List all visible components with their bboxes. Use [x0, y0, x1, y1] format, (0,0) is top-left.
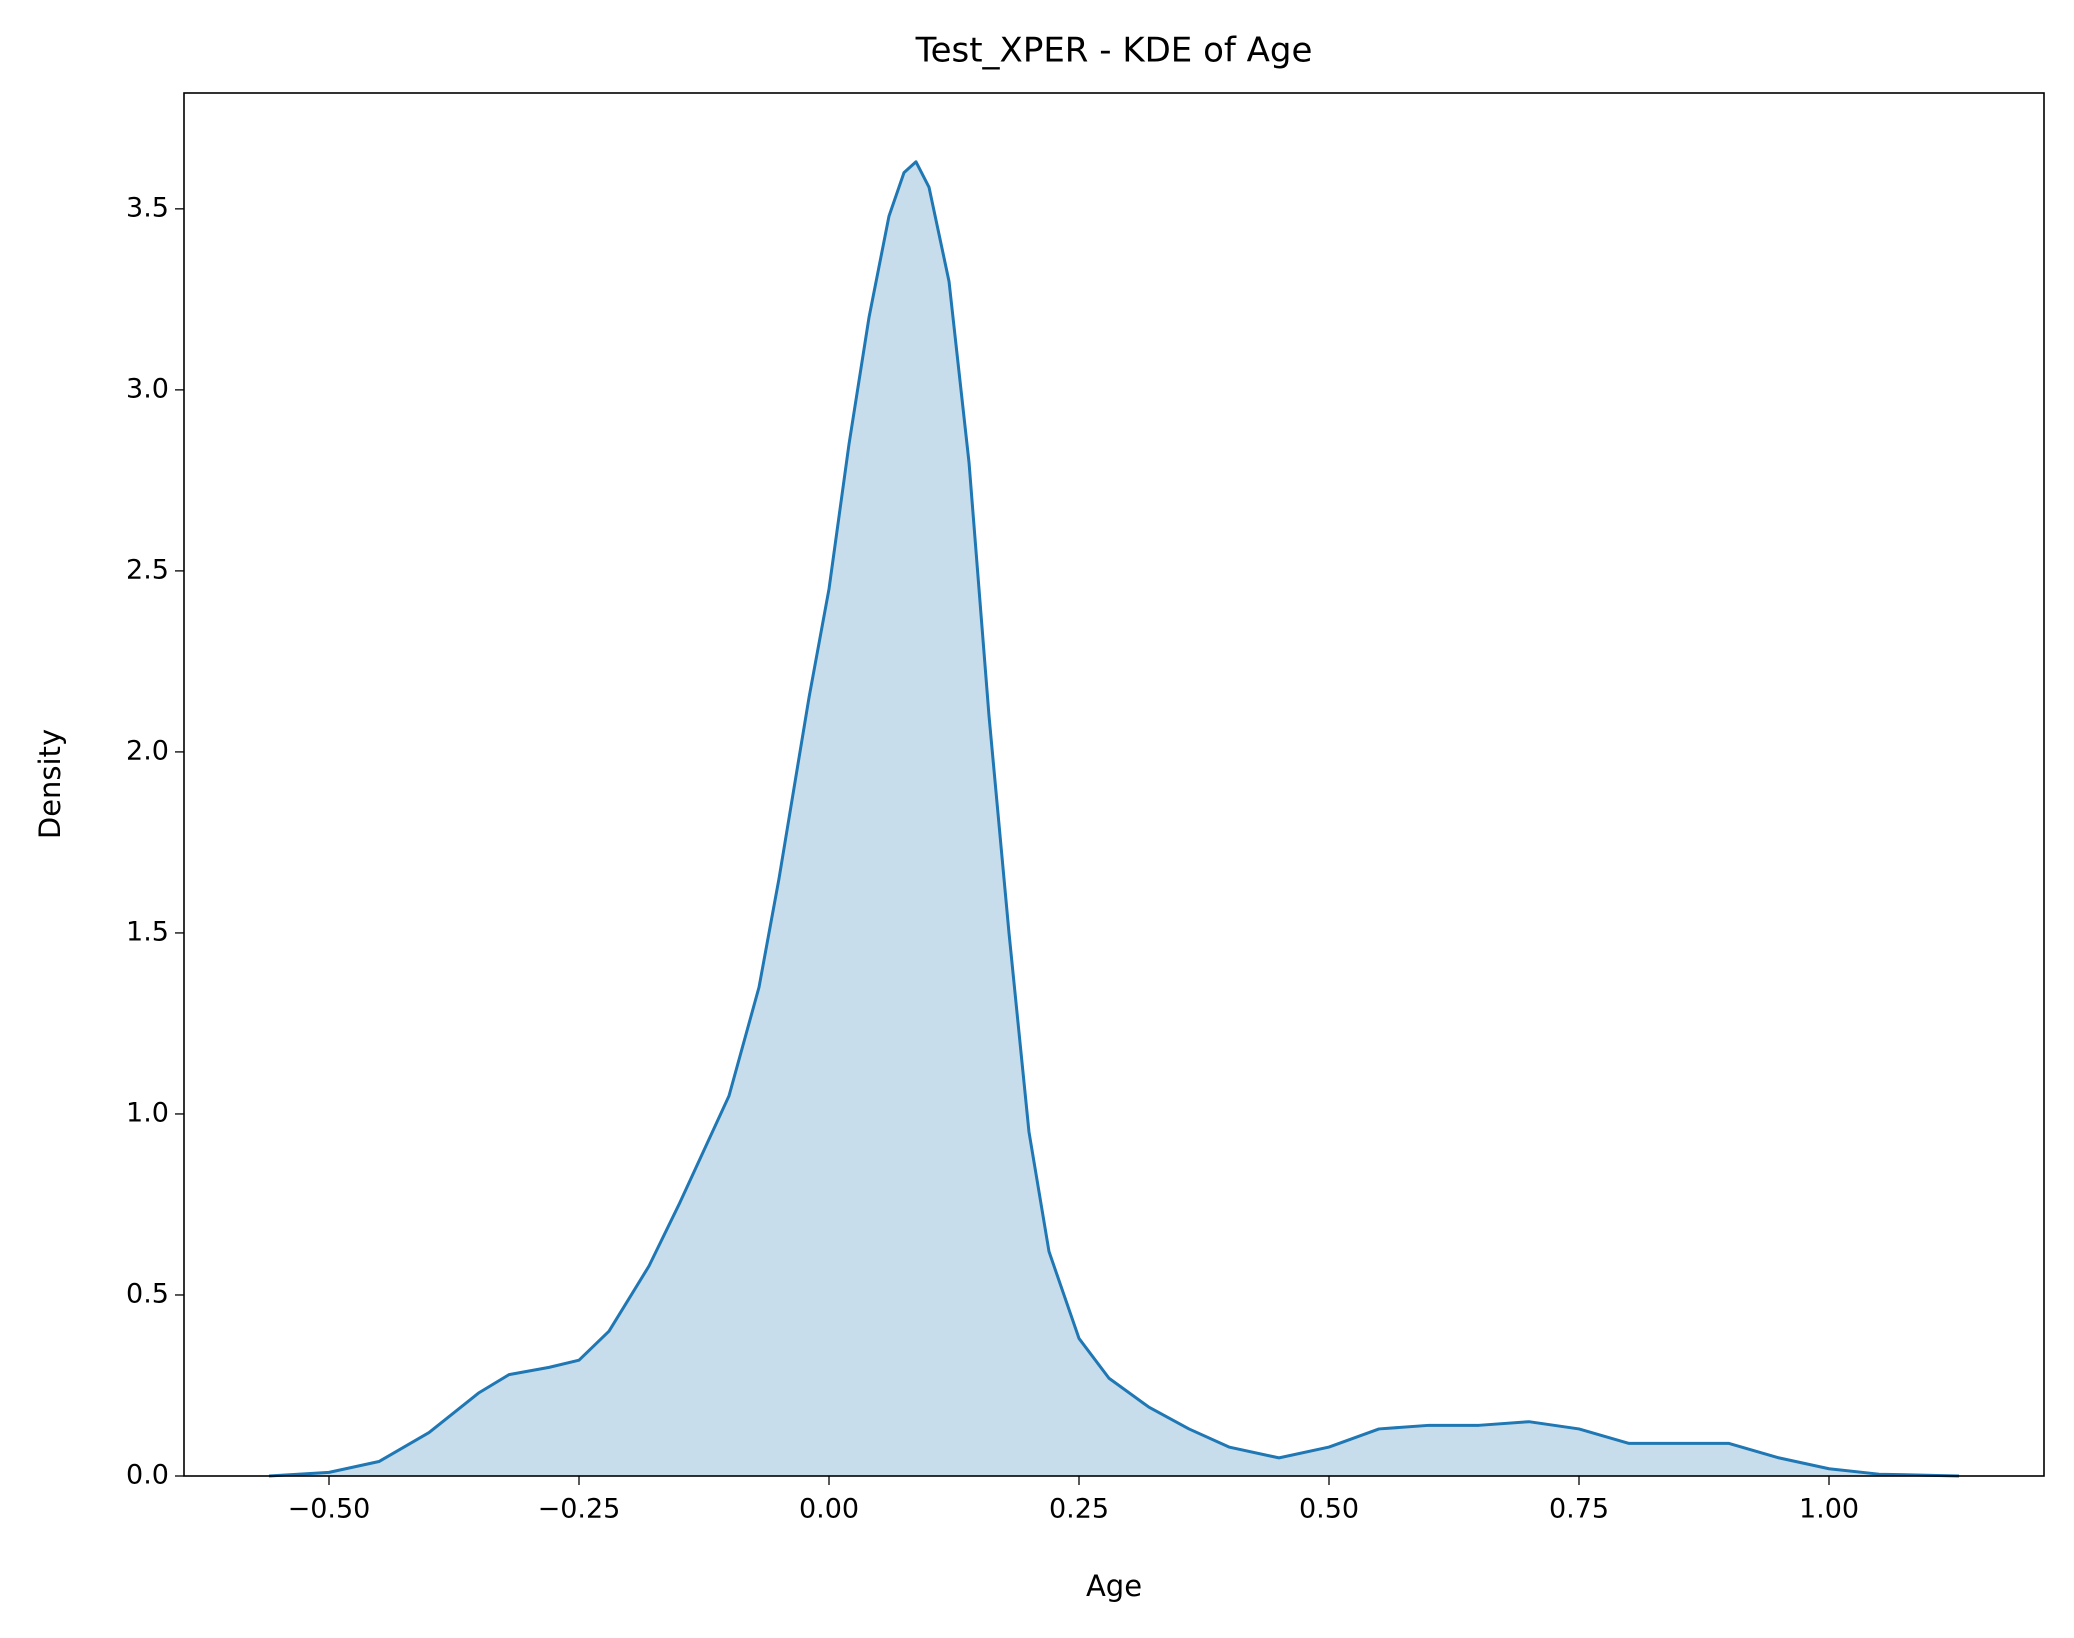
area-fill: [269, 161, 1959, 1476]
y-axis-label: Density: [33, 729, 67, 839]
y-tick-label: 2.5: [126, 554, 169, 585]
x-tick-label: 1.00: [1799, 1494, 1859, 1525]
x-axis-label: Age: [1086, 1569, 1142, 1603]
y-tick-label: 0.5: [126, 1278, 169, 1309]
x-tick-label: −0.50: [288, 1494, 371, 1525]
x-tick-label: 0.25: [1049, 1494, 1109, 1525]
x-tick-label: 0.75: [1549, 1494, 1609, 1525]
y-tick-label: 0.0: [126, 1460, 169, 1491]
x-tick-label: 0.50: [1299, 1494, 1359, 1525]
x-tick-label: 0.00: [799, 1494, 859, 1525]
x-tick-label: −0.25: [538, 1494, 621, 1525]
plot-frame: [183, 92, 2045, 1477]
y-tick-label: 1.0: [126, 1097, 169, 1128]
density-line: [268, 160, 1960, 1478]
chart-title: Test_XPER - KDE of Age: [915, 31, 1313, 71]
y-tick-label: 2.0: [126, 735, 169, 766]
y-tick-label: 3.0: [126, 373, 169, 404]
y-tick-label: 3.5: [126, 192, 169, 223]
y-tick-label: 1.5: [126, 916, 169, 947]
